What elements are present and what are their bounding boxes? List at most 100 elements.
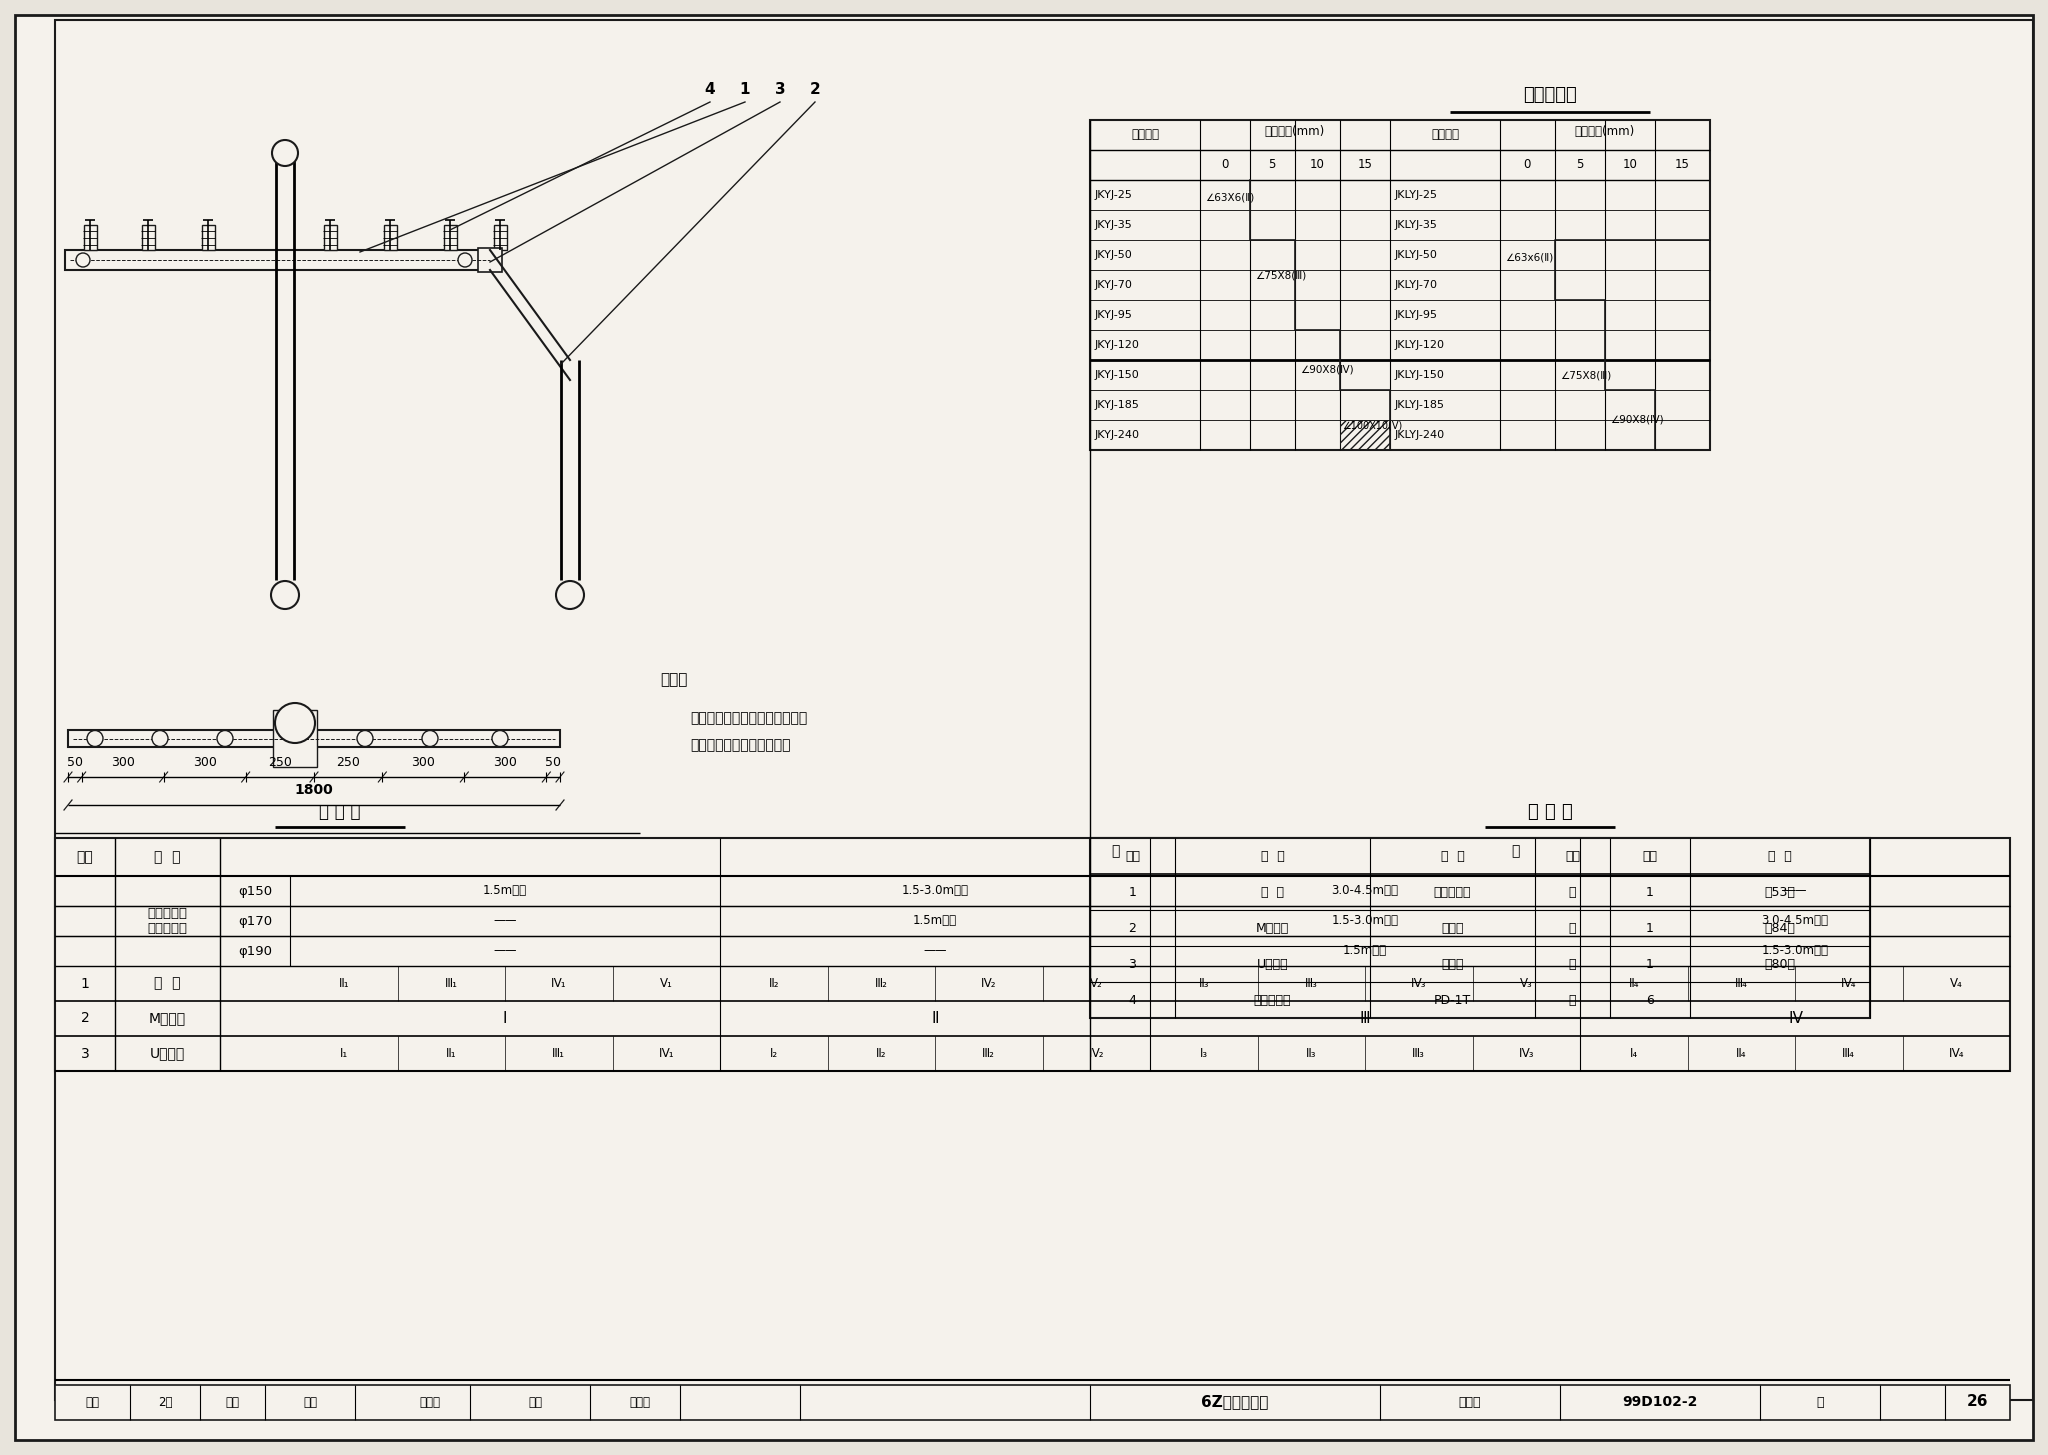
Text: 4: 4 bbox=[1128, 994, 1137, 1007]
Text: Ⅱ₂: Ⅱ₂ bbox=[877, 1048, 887, 1061]
Text: JKLYJ-185: JKLYJ-185 bbox=[1395, 400, 1446, 410]
Text: 石山峰: 石山峰 bbox=[629, 1395, 651, 1408]
Text: 见左表: 见左表 bbox=[1442, 921, 1464, 934]
Text: 300: 300 bbox=[111, 755, 135, 768]
Text: 1: 1 bbox=[80, 976, 90, 991]
Text: 15: 15 bbox=[1358, 159, 1372, 172]
Text: Ⅳ₄: Ⅳ₄ bbox=[1841, 976, 1855, 989]
Text: ∠90X8(Ⅳ): ∠90X8(Ⅳ) bbox=[1610, 415, 1663, 425]
Text: 1.5-3.0m以内: 1.5-3.0m以内 bbox=[1761, 944, 1829, 957]
Circle shape bbox=[270, 581, 299, 610]
Text: 3: 3 bbox=[774, 83, 784, 97]
Bar bbox=[385, 226, 397, 250]
Bar bbox=[55, 838, 2009, 1071]
Text: 3: 3 bbox=[1128, 957, 1137, 970]
Text: Ⅱ₂: Ⅱ₂ bbox=[768, 976, 778, 989]
Text: 电杆梢径及
距杆顶距离: 电杆梢径及 距杆顶距离 bbox=[147, 906, 188, 936]
Text: 见80页: 见80页 bbox=[1765, 957, 1796, 970]
Text: 26: 26 bbox=[1968, 1394, 1989, 1410]
Text: JKLYJ-95: JKLYJ-95 bbox=[1395, 310, 1438, 320]
Text: 50: 50 bbox=[545, 755, 561, 768]
Text: 付: 付 bbox=[1569, 886, 1577, 899]
Circle shape bbox=[76, 253, 90, 268]
Text: 名  称: 名 称 bbox=[154, 850, 180, 864]
Text: Ⅲ: Ⅲ bbox=[1360, 1011, 1370, 1026]
Circle shape bbox=[555, 581, 584, 610]
Text: 导线规格: 导线规格 bbox=[1130, 128, 1159, 141]
Text: 序号: 序号 bbox=[1124, 850, 1141, 863]
Text: 2: 2 bbox=[80, 1011, 90, 1026]
Text: I₃: I₃ bbox=[1200, 1048, 1208, 1061]
Text: 数量: 数量 bbox=[1642, 850, 1657, 863]
Text: 5: 5 bbox=[1268, 159, 1276, 172]
Text: 300: 300 bbox=[412, 755, 436, 768]
Text: 6: 6 bbox=[1647, 994, 1655, 1007]
Text: M形抱铁: M形抱铁 bbox=[150, 1011, 186, 1026]
Text: 250: 250 bbox=[268, 755, 291, 768]
Text: 格: 格 bbox=[1511, 844, 1520, 858]
Text: 设计: 设计 bbox=[528, 1395, 543, 1408]
Bar bbox=[1090, 119, 1710, 450]
Circle shape bbox=[272, 140, 299, 166]
Text: Ⅲ₄: Ⅲ₄ bbox=[1843, 1048, 1855, 1061]
Bar bbox=[141, 226, 156, 250]
Text: Ⅴ₂: Ⅴ₂ bbox=[1090, 976, 1102, 989]
Text: JKLYJ-120: JKLYJ-120 bbox=[1395, 340, 1446, 351]
Text: Ⅲ₁: Ⅲ₁ bbox=[553, 1048, 565, 1061]
Text: Ⅲ₃: Ⅲ₃ bbox=[1305, 976, 1317, 989]
Text: 见左表: 见左表 bbox=[1442, 957, 1464, 970]
Text: ∠75X8(Ⅲ): ∠75X8(Ⅲ) bbox=[1561, 370, 1612, 380]
Text: 序号: 序号 bbox=[76, 850, 94, 864]
Text: 图集号: 图集号 bbox=[1458, 1395, 1481, 1408]
Text: Ⅲ₃: Ⅲ₃ bbox=[1413, 1048, 1425, 1061]
Text: Ⅴ₁: Ⅴ₁ bbox=[659, 976, 672, 989]
Text: 见53页: 见53页 bbox=[1765, 886, 1796, 899]
Text: 1.5m以内: 1.5m以内 bbox=[483, 885, 526, 898]
Circle shape bbox=[459, 253, 471, 268]
Text: ∠100X10(Ⅴ): ∠100X10(Ⅴ) bbox=[1341, 420, 1403, 431]
Text: JKYJ-35: JKYJ-35 bbox=[1096, 220, 1133, 230]
Text: φ190: φ190 bbox=[238, 944, 272, 957]
Text: JKLYJ-70: JKLYJ-70 bbox=[1395, 279, 1438, 290]
Text: Ⅱ: Ⅱ bbox=[932, 1011, 938, 1026]
Text: 300: 300 bbox=[494, 755, 518, 768]
Text: 个: 个 bbox=[1569, 921, 1577, 934]
Text: M形抱鐵: M形抱鐵 bbox=[1255, 921, 1288, 934]
Text: Ⅴ₄: Ⅴ₄ bbox=[1950, 976, 1962, 989]
Text: 针式绫缘子: 针式绫缘子 bbox=[1253, 994, 1290, 1007]
Text: ∠63X6(Ⅱ): ∠63X6(Ⅱ) bbox=[1204, 194, 1253, 204]
Text: 50: 50 bbox=[68, 755, 82, 768]
Bar bbox=[444, 226, 457, 250]
Text: 附  注: 附 注 bbox=[1767, 850, 1792, 863]
Text: 3: 3 bbox=[80, 1046, 90, 1061]
Text: 规: 规 bbox=[1110, 844, 1118, 858]
Text: JKYJ-50: JKYJ-50 bbox=[1096, 250, 1133, 260]
Bar bbox=[272, 710, 317, 767]
Text: 覆冰厚度(mm): 覆冰厚度(mm) bbox=[1575, 125, 1634, 138]
Text: 3.0-4.5m以内: 3.0-4.5m以内 bbox=[1761, 915, 1829, 927]
Text: 规  格: 规 格 bbox=[1440, 850, 1464, 863]
Text: 导线规格: 导线规格 bbox=[1432, 128, 1458, 141]
Text: 见84页: 见84页 bbox=[1765, 921, 1796, 934]
Text: JKLYJ-25: JKLYJ-25 bbox=[1395, 191, 1438, 199]
Text: Ⅲ₂: Ⅲ₂ bbox=[983, 1048, 995, 1061]
Text: 页: 页 bbox=[1817, 1395, 1825, 1408]
Text: 1.5m以内: 1.5m以内 bbox=[913, 915, 956, 927]
Text: Ⅳ: Ⅳ bbox=[1788, 1011, 1802, 1026]
Text: 300: 300 bbox=[193, 755, 217, 768]
Text: Ⅱ₃: Ⅱ₃ bbox=[1198, 976, 1208, 989]
Text: 1.5m以内: 1.5m以内 bbox=[1343, 944, 1386, 957]
Text: 横  担: 横 担 bbox=[1262, 886, 1284, 899]
Text: 明 细 表: 明 细 表 bbox=[1528, 803, 1573, 821]
Text: 单针式绝缘子在不同截面导线时: 单针式绝缘子在不同截面导线时 bbox=[690, 711, 807, 725]
Bar bbox=[477, 247, 502, 272]
Text: JKLYJ-150: JKLYJ-150 bbox=[1395, 370, 1446, 380]
Text: JKYJ-95: JKYJ-95 bbox=[1096, 310, 1133, 320]
Text: 说明：: 说明： bbox=[659, 672, 688, 688]
Text: 250: 250 bbox=[336, 755, 360, 768]
Text: 1: 1 bbox=[1647, 957, 1655, 970]
Text: 99D102-2: 99D102-2 bbox=[1622, 1395, 1698, 1408]
Text: JKYJ-120: JKYJ-120 bbox=[1096, 340, 1141, 351]
Text: 审核: 审核 bbox=[86, 1395, 98, 1408]
Text: ∠75X8(Ⅲ): ∠75X8(Ⅲ) bbox=[1255, 271, 1307, 281]
